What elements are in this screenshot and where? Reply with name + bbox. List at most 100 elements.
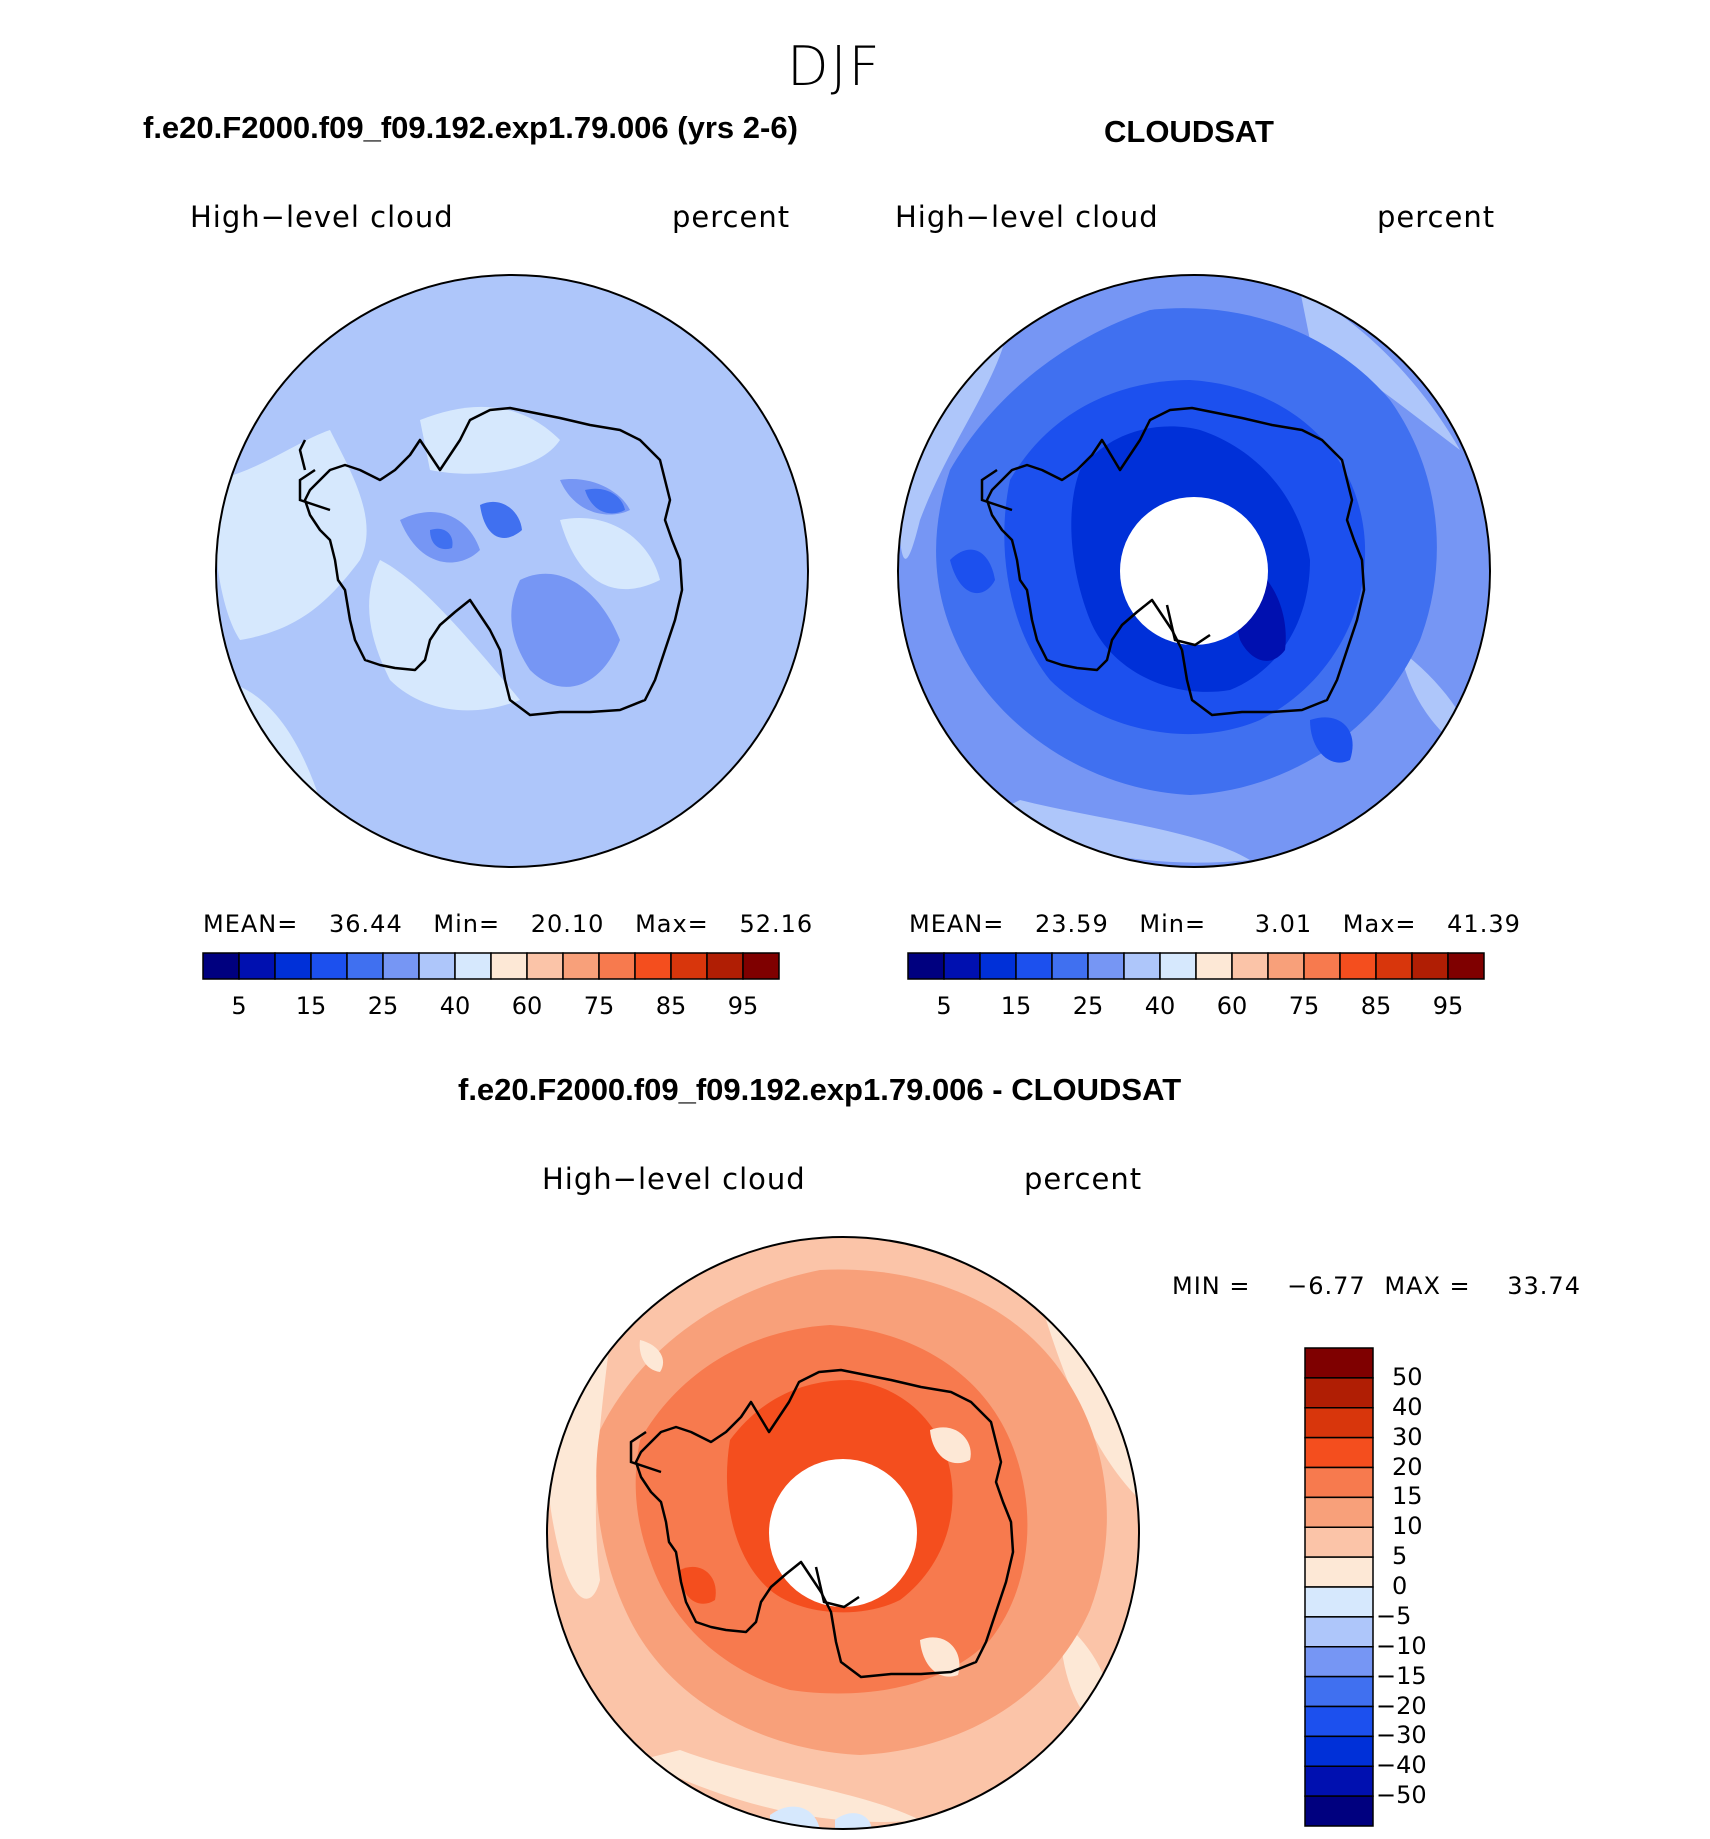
colorbar-swatch: [1304, 1586, 1374, 1618]
colorbar-swatch: [1231, 952, 1269, 980]
colorbar-tick-label: 25: [1072, 992, 1104, 1020]
colorbar-swatch: [1304, 1436, 1374, 1469]
model-mean-label: MEAN=: [203, 910, 299, 938]
obs-variable-label: High−level cloud: [895, 200, 1159, 234]
obs-min-label: Min=: [1139, 910, 1207, 938]
obs-min-value: 3.01: [1254, 910, 1313, 938]
obs-colorbar: [907, 952, 1485, 980]
obs-max-value: 41.39: [1447, 910, 1521, 938]
colorbar-swatch: [202, 952, 240, 980]
colorbar-tick-label: 15: [1392, 1482, 1423, 1511]
model-mean-value: 36.44: [329, 910, 403, 938]
colorbar-swatch: [634, 952, 672, 980]
colorbar-tick-label: 10: [1392, 1512, 1423, 1541]
obs-mean-value: 23.59: [1035, 910, 1109, 938]
colorbar-tick-label: −40: [1376, 1751, 1427, 1780]
diff-min-label: MIN =: [1172, 1272, 1251, 1300]
colorbar-tick-label: 25: [367, 992, 399, 1020]
colorbar-swatch: [1015, 952, 1053, 980]
colorbar-tick-label: 60: [511, 992, 543, 1020]
colorbar-tick-label: 50: [1392, 1362, 1423, 1391]
model-min-label: Min=: [433, 910, 501, 938]
colorbar-tick-label: 75: [1288, 992, 1320, 1020]
colorbar-swatch: [1304, 1646, 1374, 1678]
colorbar-swatch: [1195, 952, 1233, 980]
model-variable-label: High−level cloud: [190, 200, 454, 234]
diff-max-label: MAX =: [1384, 1272, 1471, 1300]
colorbar-swatch: [1304, 1496, 1374, 1528]
colorbar-swatch: [1123, 952, 1161, 980]
colorbar-swatch: [943, 952, 981, 980]
colorbar-tick-label: −50: [1376, 1781, 1427, 1810]
colorbar-swatch: [1304, 1377, 1374, 1409]
colorbar-swatch: [1304, 1765, 1374, 1797]
colorbar-swatch: [1304, 1705, 1374, 1738]
colorbar-swatch: [1304, 1675, 1374, 1708]
diff-variable-label: High−level cloud: [542, 1162, 806, 1196]
colorbar-swatch: [1304, 1407, 1374, 1439]
diff-max-value: 33.74: [1507, 1272, 1581, 1300]
model-max-value: 52.16: [739, 910, 814, 938]
colorbar-swatch: [1304, 1347, 1374, 1379]
colorbar-tick-label: −15: [1376, 1661, 1427, 1690]
diff-colorbar: [1304, 1347, 1374, 1827]
colorbar-tick-label: −10: [1376, 1631, 1427, 1660]
colorbar-swatch: [1267, 952, 1305, 980]
colorbar-tick-label: 20: [1392, 1452, 1423, 1481]
colorbar-tick-label: 40: [439, 992, 471, 1020]
colorbar-swatch: [418, 952, 456, 980]
obs-stats: MEAN= 23.59 Min= 3.01 Max= 41.39: [909, 910, 1521, 938]
colorbar-swatch: [1051, 952, 1089, 980]
colorbar-tick-label: 40: [1144, 992, 1176, 1020]
colorbar-swatch: [562, 952, 600, 980]
colorbar-tick-label: 85: [655, 992, 687, 1020]
diff-min-value: −6.77: [1287, 1272, 1366, 1300]
colorbar-tick-label: 5: [1392, 1542, 1408, 1571]
colorbar-tick-label: 95: [1432, 992, 1464, 1020]
colorbar-swatch: [1303, 952, 1341, 980]
obs-mean-label: MEAN=: [909, 910, 1005, 938]
model-colorbar: [202, 952, 780, 980]
diff-units-label: percent: [1024, 1162, 1143, 1196]
model-stats: MEAN= 36.44 Min= 20.10 Max= 52.16: [203, 910, 813, 938]
colorbar-swatch: [742, 952, 780, 980]
colorbar-tick-label: 15: [295, 992, 327, 1020]
colorbar-tick-label: −30: [1376, 1721, 1427, 1750]
colorbar-swatch: [979, 952, 1017, 980]
colorbar-tick-label: 0: [1392, 1572, 1408, 1600]
colorbar-swatch: [1447, 952, 1485, 980]
diff-stats: MIN = −6.77 MAX = 33.74: [1172, 1272, 1581, 1300]
colorbar-swatch: [1304, 1556, 1374, 1588]
season-title: DJF: [787, 35, 882, 98]
colorbar-swatch: [1304, 1526, 1374, 1558]
colorbar-swatch: [238, 952, 276, 980]
colorbar-tick-label: 5: [231, 992, 247, 1020]
colorbar-tick-label: 30: [1392, 1422, 1423, 1451]
colorbar-swatch: [670, 952, 708, 980]
colorbar-tick-label: 5: [936, 992, 952, 1020]
obs-panel-title: CLOUDSAT: [1104, 114, 1274, 149]
model-units-label: percent: [672, 200, 791, 234]
colorbar-tick-label: 60: [1216, 992, 1248, 1020]
colorbar-tick-label: 75: [583, 992, 615, 1020]
colorbar-swatch: [1304, 1735, 1374, 1767]
colorbar-tick-label: 85: [1360, 992, 1392, 1020]
model-max-label: Max=: [635, 910, 709, 938]
colorbar-swatch: [1304, 1616, 1374, 1648]
colorbar-tick-label: −20: [1376, 1691, 1427, 1720]
colorbar-swatch: [1339, 952, 1377, 980]
colorbar-swatch: [1304, 1795, 1374, 1827]
colorbar-swatch: [526, 952, 564, 980]
diff-panel-title: f.e20.F2000.f09_f09.192.exp1.79.006 - CL…: [458, 1072, 1182, 1107]
model-panel-title: f.e20.F2000.f09_f09.192.exp1.79.006 (yrs…: [143, 110, 798, 145]
obs-colorbar-ticks: 5 15 25 40 60 75 85 95: [907, 992, 1485, 1022]
model-colorbar-ticks: 5 15 25 40 60 75 85 95: [202, 992, 780, 1022]
model-min-value: 20.10: [530, 910, 605, 938]
colorbar-swatch: [1087, 952, 1125, 980]
diff-colorbar-ticks: 50 40 30 20 15 10 5 0 −5 −10 −15 −20 −30 −40 −50: [1376, 1347, 1464, 1827]
colorbar-tick-label: 15: [1000, 992, 1032, 1020]
colorbar-tick-label: 95: [727, 992, 759, 1020]
